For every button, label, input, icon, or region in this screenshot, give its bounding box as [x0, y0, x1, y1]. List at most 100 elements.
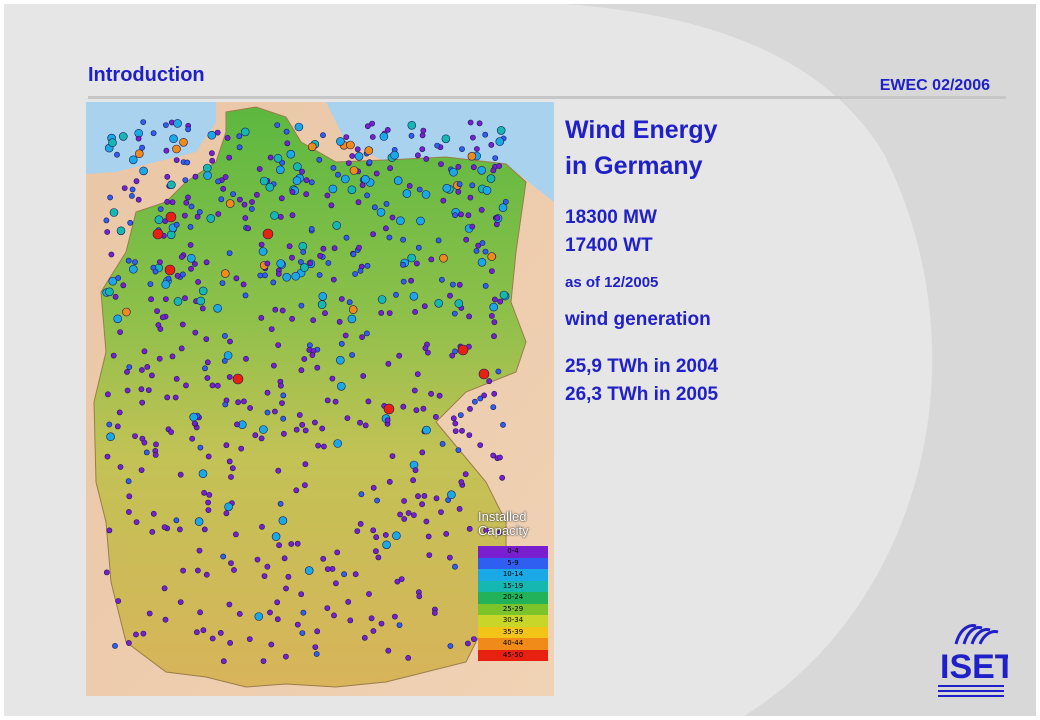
- wind-farm-marker: [496, 126, 506, 135]
- wind-farm-marker: [410, 512, 417, 518]
- wind-farm-marker: [490, 167, 497, 174]
- wind-farm-marker: [432, 413, 439, 420]
- wind-farm-marker: [457, 412, 464, 418]
- wind-farm-marker: [113, 314, 123, 324]
- wind-farm-marker: [475, 242, 482, 249]
- wind-farm-marker: [173, 157, 180, 163]
- wind-farm-marker: [348, 305, 358, 314]
- wind-farm-marker-large: [164, 264, 176, 276]
- wind-farm-marker: [254, 556, 261, 563]
- wind-farm-marker: [376, 208, 386, 217]
- wind-farm-marker: [384, 126, 391, 133]
- wind-farm-marker: [496, 163, 503, 169]
- wind-farm-marker: [347, 314, 357, 324]
- wind-farm-marker: [164, 198, 171, 205]
- wind-farm-marker: [364, 192, 370, 199]
- wind-farm-marker: [303, 191, 310, 198]
- wind-farm-marker: [283, 585, 289, 592]
- wind-farm-marker: [229, 465, 236, 472]
- wind-farm-marker: [167, 180, 176, 190]
- wind-farm-marker: [218, 196, 225, 203]
- wind-farm-marker: [215, 178, 221, 185]
- wind-farm-marker: [496, 529, 503, 536]
- wind-farm-marker: [419, 132, 426, 139]
- wind-farm-marker: [456, 281, 463, 288]
- wind-farm-marker: [438, 276, 445, 283]
- wind-farm-marker: [103, 217, 110, 224]
- wind-farm-marker: [224, 502, 233, 512]
- wind-farm-marker: [236, 144, 243, 151]
- slide: Introduction EWEC 02/2006: [4, 4, 1036, 716]
- wind-farm-marker: [280, 415, 287, 422]
- wind-farm-marker: [189, 412, 198, 422]
- legend-swatch: 5-9: [478, 557, 548, 569]
- wind-farm-marker: [163, 147, 170, 154]
- wind-farm-marker: [481, 392, 487, 399]
- wind-farm-marker: [433, 495, 440, 502]
- wind-farm-marker: [258, 247, 268, 256]
- wind-farm-marker: [221, 332, 228, 339]
- wind-farm-marker: [335, 171, 341, 178]
- wind-farm-marker: [214, 382, 221, 389]
- wind-farm-marker: [197, 444, 204, 451]
- background-curve: [564, 4, 1036, 716]
- wind-farm-marker: [129, 186, 136, 193]
- wind-farm-marker: [152, 451, 159, 458]
- wind-farm-marker: [103, 569, 110, 576]
- wind-farm-marker: [106, 421, 113, 428]
- wind-farm-marker: [109, 208, 119, 217]
- wind-farm-marker: [313, 651, 320, 657]
- wind-farm-marker: [458, 211, 464, 218]
- wind-farm-marker: [187, 224, 194, 230]
- wind-farm-marker: [413, 260, 420, 267]
- wind-farm-marker: [497, 298, 504, 305]
- wind-farm-marker: [195, 567, 201, 574]
- wind-farm-marker: [370, 628, 377, 634]
- wind-farm-marker: [108, 276, 118, 286]
- wind-farm-marker: [324, 605, 331, 611]
- wind-farm-marker: [268, 641, 275, 648]
- wind-farm-marker: [440, 197, 447, 204]
- wind-farm-marker: [149, 528, 156, 535]
- wind-farm-marker: [201, 489, 207, 496]
- wind-farm-marker: [107, 194, 113, 201]
- wind-farm-marker: [173, 375, 180, 382]
- wind-farm-marker: [386, 234, 393, 241]
- wind-farm-marker: [173, 221, 180, 228]
- wind-farm-marker: [370, 484, 377, 491]
- wind-farm-marker: [227, 640, 233, 646]
- wind-farm-marker: [166, 230, 176, 240]
- wind-farm-marker: [414, 152, 421, 159]
- wind-farm-marker: [299, 630, 306, 636]
- wind-farm-marker: [400, 261, 406, 268]
- wind-farm-marker: [424, 349, 431, 356]
- wind-farm-marker: [299, 421, 306, 428]
- wind-farm-marker: [344, 415, 351, 421]
- wind-farm-marker: [452, 348, 458, 355]
- wind-farm-marker: [306, 342, 313, 349]
- wind-farm-marker: [410, 477, 416, 484]
- wind-farm-marker: [206, 214, 216, 223]
- wind-farm-marker-large: [262, 228, 274, 240]
- wind-farm-marker: [309, 352, 316, 358]
- wind-farm-marker: [273, 153, 283, 163]
- legend-title: Installed Capacity: [478, 510, 548, 538]
- wind-farm-marker: [476, 120, 483, 127]
- wind-farm-marker: [449, 167, 458, 177]
- wind-farm-marker: [286, 149, 296, 159]
- wind-farm-marker: [198, 286, 208, 296]
- wind-farm-marker: [241, 201, 248, 208]
- wind-farm-marker: [258, 314, 265, 321]
- wind-farm-marker: [242, 215, 249, 221]
- wind-farm-marker: [277, 500, 284, 507]
- wind-farm-marker: [320, 443, 327, 450]
- wind-farm-marker: [144, 363, 151, 370]
- wind-farm-marker: [203, 163, 212, 173]
- wind-farm-marker: [226, 154, 233, 161]
- wind-farm-marker: [180, 567, 186, 574]
- wind-farm-marker: [386, 478, 393, 485]
- wind-farm-marker: [317, 300, 327, 309]
- wind-farm-marker: [161, 524, 168, 531]
- wind-farm-marker: [296, 412, 303, 418]
- wind-farm-marker: [259, 425, 268, 434]
